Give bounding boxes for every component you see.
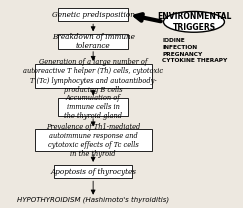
FancyBboxPatch shape (35, 64, 152, 88)
FancyBboxPatch shape (58, 34, 128, 49)
Text: IODINE
INFECTION
PREGNANCY
CYTOKINE THERAPY: IODINE INFECTION PREGNANCY CYTOKINE THER… (162, 38, 227, 63)
FancyBboxPatch shape (58, 98, 128, 116)
Text: ENVIRONMENTAL
TRIGGERS: ENVIRONMENTAL TRIGGERS (157, 12, 231, 32)
FancyBboxPatch shape (35, 129, 152, 151)
Ellipse shape (164, 11, 225, 32)
Text: Genetic predisposition: Genetic predisposition (52, 11, 135, 19)
Text: Generation of a large number of
autoreactive T helper (Th) cells, cytotoxic
T (T: Generation of a large number of autoreac… (23, 58, 163, 94)
Text: Prevalence of Th1-mediated
autoimmune response and
cytotoxic effects of Tc cells: Prevalence of Th1-mediated autoimmune re… (46, 123, 140, 158)
Text: Accumulation of
immune cells in
the thyroid gland: Accumulation of immune cells in the thyr… (64, 94, 122, 120)
Text: Breakdown of immune
tolerance: Breakdown of immune tolerance (52, 33, 135, 50)
FancyBboxPatch shape (58, 8, 128, 21)
Text: HYPOTHYROIDISM (Hashimoto's thyroiditis): HYPOTHYROIDISM (Hashimoto's thyroiditis) (17, 196, 169, 203)
Text: Apoptosis of thyrocytes: Apoptosis of thyrocytes (50, 168, 136, 176)
FancyBboxPatch shape (54, 165, 132, 178)
